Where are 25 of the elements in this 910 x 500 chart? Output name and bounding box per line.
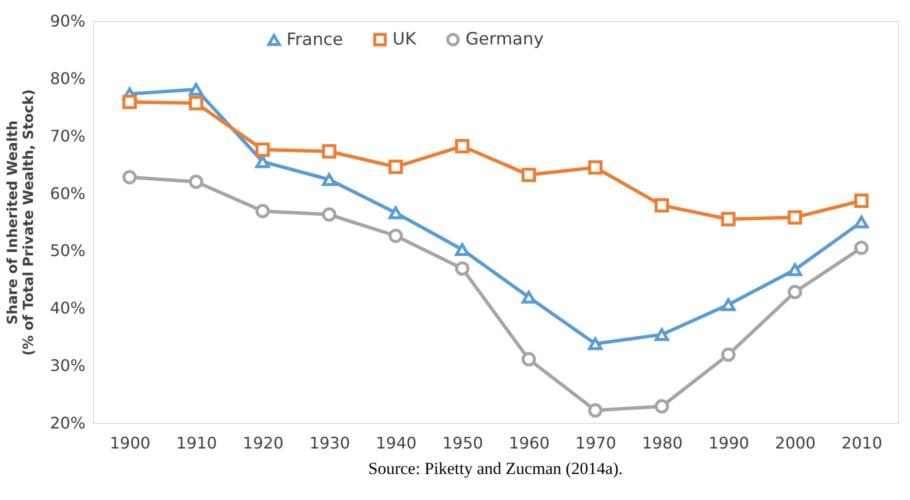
x-tick-label: 1990 [708, 434, 750, 452]
x-tick-label: 1970 [575, 434, 616, 452]
x-tick-label: 1930 [309, 434, 350, 452]
y-axis-title: Share of Inherited Wealth (% of Total Private Wealth, Stock) [4, 89, 37, 356]
legend-label: UK [392, 30, 417, 50]
y-tick-label: 60% [50, 184, 86, 203]
x-tick-label: 2000 [775, 434, 816, 452]
x-tick-label: 1940 [376, 434, 417, 452]
x-tick-label: 1980 [642, 434, 683, 452]
y-tick-label: 20% [50, 414, 86, 432]
source-note: Source: Piketty and Zucman (2014a). [368, 459, 623, 478]
x-tick-label: 1900 [110, 434, 150, 452]
x-tick-label: 1950 [442, 434, 484, 452]
x-tick-label: 1920 [242, 434, 284, 452]
legend-label: France [286, 30, 344, 50]
y-tick-label: 70% [50, 126, 86, 146]
x-tick-label: 2010 [842, 434, 882, 452]
legend-label: Germany [466, 30, 544, 50]
y-tick-label: 30% [50, 356, 86, 376]
y-tick-label: 40% [50, 298, 86, 318]
y-tick-label: 80% [50, 68, 86, 88]
x-tick-label: 1910 [176, 434, 217, 452]
y-tick-label: 50% [50, 241, 86, 260]
y-tick-label: 90% [50, 12, 86, 30]
x-tick-label: 1960 [508, 434, 550, 452]
